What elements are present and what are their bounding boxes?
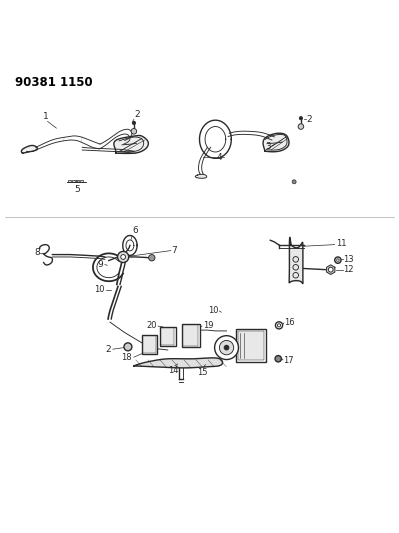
- Circle shape: [224, 345, 229, 350]
- Text: 12: 12: [344, 265, 354, 274]
- Circle shape: [124, 343, 132, 351]
- Circle shape: [292, 180, 296, 184]
- Text: 10: 10: [208, 306, 219, 315]
- Bar: [72, 180, 75, 182]
- Text: 2: 2: [134, 110, 140, 118]
- Text: 11: 11: [336, 239, 346, 248]
- Text: 13: 13: [344, 255, 354, 264]
- Circle shape: [328, 267, 333, 272]
- FancyBboxPatch shape: [183, 325, 198, 345]
- Circle shape: [337, 259, 339, 261]
- Bar: [76, 180, 79, 182]
- Text: 2: 2: [106, 345, 111, 354]
- Polygon shape: [289, 237, 303, 284]
- Polygon shape: [114, 135, 148, 154]
- Polygon shape: [263, 133, 289, 152]
- Text: 5: 5: [75, 184, 80, 193]
- Polygon shape: [326, 265, 335, 274]
- Circle shape: [219, 341, 234, 355]
- Bar: [80, 180, 83, 182]
- Circle shape: [121, 255, 126, 260]
- Circle shape: [131, 128, 137, 134]
- Circle shape: [335, 257, 341, 263]
- Text: 20: 20: [146, 321, 156, 330]
- Text: 90381 1150: 90381 1150: [15, 76, 92, 90]
- Polygon shape: [195, 174, 207, 178]
- Text: 19: 19: [203, 321, 213, 330]
- Text: 17: 17: [283, 356, 294, 365]
- FancyBboxPatch shape: [160, 327, 176, 346]
- FancyBboxPatch shape: [238, 331, 264, 360]
- FancyBboxPatch shape: [182, 324, 200, 347]
- Circle shape: [275, 356, 281, 362]
- Text: 9: 9: [97, 260, 103, 269]
- Circle shape: [275, 322, 282, 329]
- Text: 6: 6: [133, 227, 138, 236]
- FancyBboxPatch shape: [142, 335, 157, 354]
- Text: 8: 8: [34, 248, 40, 257]
- Circle shape: [148, 255, 155, 261]
- Circle shape: [215, 336, 239, 360]
- Circle shape: [118, 252, 129, 263]
- Text: 15: 15: [198, 368, 208, 377]
- Text: 7: 7: [172, 246, 178, 255]
- FancyBboxPatch shape: [143, 336, 156, 353]
- Text: 2: 2: [306, 115, 312, 124]
- Text: 3: 3: [265, 142, 271, 150]
- Text: 1: 1: [43, 111, 49, 120]
- FancyBboxPatch shape: [236, 329, 266, 362]
- Polygon shape: [22, 146, 38, 153]
- Bar: [68, 180, 71, 182]
- Circle shape: [132, 122, 136, 125]
- Circle shape: [298, 124, 304, 130]
- Text: 4: 4: [217, 152, 223, 161]
- Text: 14: 14: [168, 366, 179, 375]
- Text: 16: 16: [284, 318, 294, 327]
- Polygon shape: [134, 358, 223, 368]
- Text: 18: 18: [121, 353, 132, 362]
- FancyBboxPatch shape: [161, 328, 174, 345]
- Text: 10: 10: [95, 285, 105, 294]
- Circle shape: [299, 117, 302, 120]
